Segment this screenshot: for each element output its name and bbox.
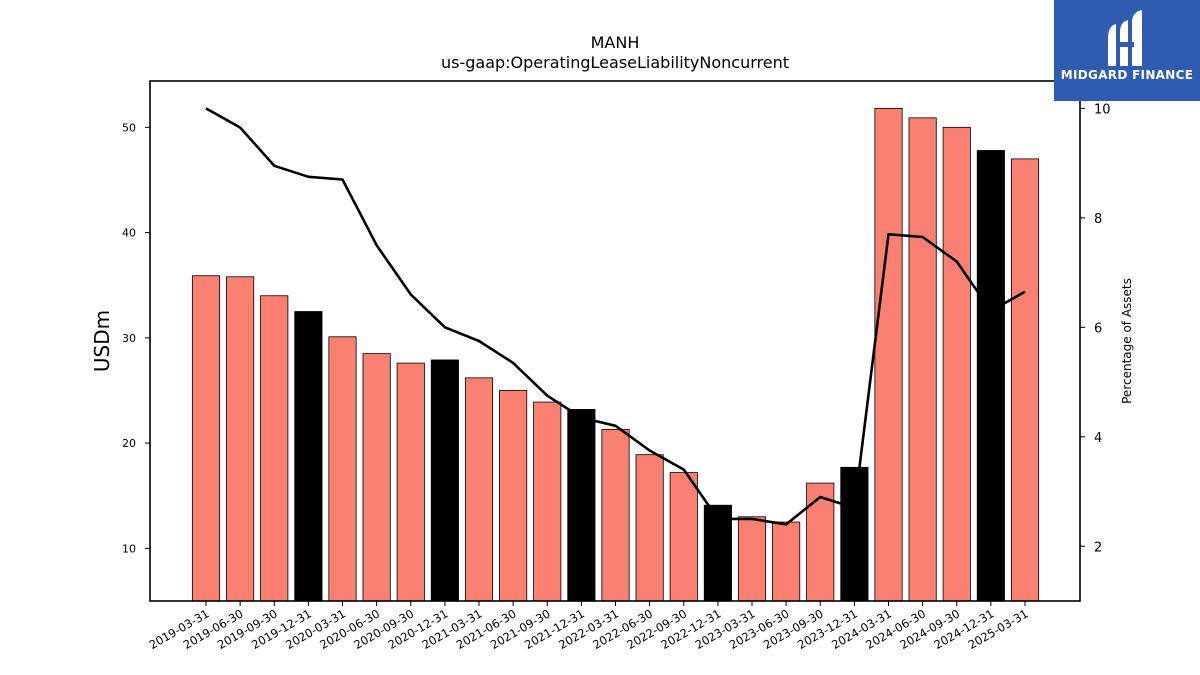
y-tick-label: 30 <box>122 332 136 345</box>
bar <box>942 126 971 602</box>
bar <box>874 107 903 602</box>
chart-title: MANH <box>591 33 640 52</box>
bar <box>635 454 664 602</box>
bars-group <box>191 107 1040 602</box>
y2-tick-label: 2 <box>1094 540 1102 555</box>
chart-subtitle: us-gaap:OperatingLeaseLiabilityNoncurren… <box>441 53 789 72</box>
bar <box>260 295 289 602</box>
bar <box>294 311 323 602</box>
y-axis-right: 2 4 6 8 10 <box>1080 102 1111 555</box>
y2-tick-label: 8 <box>1094 212 1102 227</box>
bar <box>362 353 391 602</box>
bar <box>567 409 596 602</box>
bar <box>772 521 801 602</box>
bar <box>464 377 494 602</box>
bar <box>396 362 425 602</box>
y2-axis-label: Percentage of Assets <box>1120 278 1134 404</box>
y-tick-label: 10 <box>122 542 136 555</box>
brand-logo: MIDGARD FINANCE <box>1054 0 1200 101</box>
bar <box>1010 158 1040 602</box>
bar <box>328 336 357 602</box>
y-tick-label: 40 <box>122 227 136 240</box>
bar <box>976 150 1005 602</box>
y-axis-left: 10 20 30 40 50 <box>122 121 150 555</box>
y-axis-label: USDm <box>90 310 114 372</box>
y-tick-label: 50 <box>122 121 136 134</box>
bar <box>840 466 869 602</box>
y2-tick-label: 6 <box>1094 321 1102 336</box>
bar <box>601 429 630 602</box>
bar <box>703 504 732 602</box>
bar <box>669 472 698 602</box>
line-group <box>205 107 1026 526</box>
logo-text: MIDGARD FINANCE <box>1060 68 1194 82</box>
bar <box>908 117 937 602</box>
x-axis: 2019-03-312019-06-302019-09-302019-12-31… <box>147 601 1031 652</box>
bar <box>226 276 255 602</box>
bar <box>430 359 459 602</box>
y2-tick-label: 10 <box>1094 102 1111 117</box>
percentage-line <box>205 107 1026 526</box>
bar <box>499 390 528 602</box>
logo-mark-icon <box>1108 10 1142 66</box>
bar <box>533 401 562 602</box>
y-tick-label: 20 <box>122 437 136 450</box>
bar <box>737 516 767 602</box>
y2-tick-label: 4 <box>1094 431 1102 446</box>
bar <box>191 275 221 602</box>
